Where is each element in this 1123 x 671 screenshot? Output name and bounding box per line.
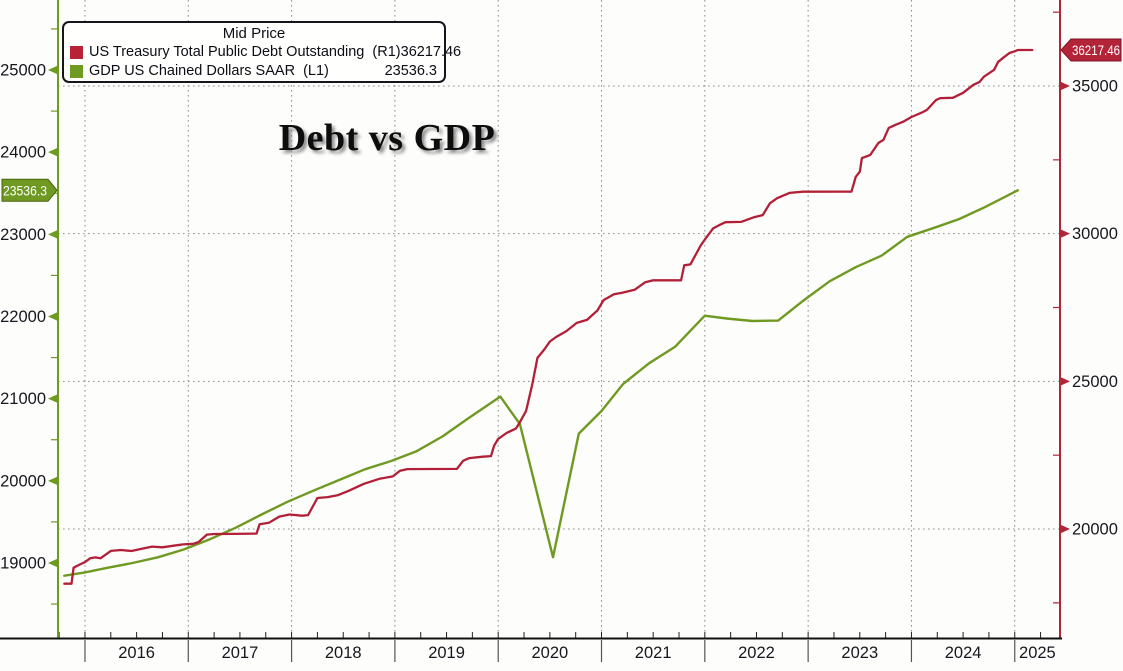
debt-current-value-tag <box>1060 38 1122 62</box>
debt-series-line <box>63 48 1034 585</box>
left-axis-tick-label: 19000 <box>0 554 46 572</box>
year-label: 2023 <box>841 644 878 662</box>
right-axis-tick-label: 35000 <box>1072 78 1118 96</box>
debt-series-swatch <box>70 45 83 59</box>
gdp-series-label: GDP US Chained Dollars SAAR (L1) <box>89 63 329 79</box>
legend-row-debt: US Treasury Total Public Debt Outstandin… <box>64 42 461 61</box>
right-axis-major-tick-arrow <box>1060 524 1070 534</box>
year-label: 2019 <box>428 644 465 662</box>
left-axis-major-tick-arrow <box>48 311 58 321</box>
gdp-series-value: 23536.3 <box>384 63 437 79</box>
legend-row-gdp: GDP US Chained Dollars SAAR (L1) 23536.3 <box>64 61 444 80</box>
right-axis-tick-label: 30000 <box>1072 225 1118 243</box>
year-label: 2021 <box>635 644 672 662</box>
gdp-current-value-tag <box>1 178 58 202</box>
left-axis-major-tick-arrow <box>48 65 58 75</box>
gdp-series-line <box>63 189 1019 577</box>
left-axis-major-tick-arrow <box>48 476 58 486</box>
year-label: 2016 <box>118 644 155 662</box>
year-label: 2020 <box>531 644 568 662</box>
chart-title: Debt vs GDP <box>278 117 496 159</box>
left-axis-tick-label: 22000 <box>0 308 46 326</box>
left-axis-major-tick-arrow <box>48 394 58 404</box>
year-label: 2024 <box>945 644 982 662</box>
gdp-series-swatch <box>70 64 83 78</box>
right-axis-major-tick-arrow <box>1060 376 1070 386</box>
legend-box: Mid Price US Treasury Total Public Debt … <box>62 21 461 83</box>
year-label: 2018 <box>325 644 362 662</box>
left-axis-tick-label: 24000 <box>0 144 46 162</box>
right-axis-tick-label: 20000 <box>1072 521 1118 539</box>
debt-series-value: 36217.46 <box>400 44 462 60</box>
left-axis-major-tick-arrow <box>48 147 58 157</box>
right-axis-tick-label: 25000 <box>1072 373 1118 391</box>
left-axis-tick-label: 25000 <box>0 62 46 80</box>
right-axis-major-tick-arrow <box>1060 81 1070 91</box>
year-label: 2017 <box>222 644 259 662</box>
debt-series-label: US Treasury Total Public Debt Outstandin… <box>89 44 401 60</box>
left-axis-tick-label: 21000 <box>0 390 46 408</box>
gdp-current-value-text: 23536.3 <box>3 183 47 198</box>
left-axis-tick-label: 20000 <box>0 472 46 490</box>
left-axis-tick-label: 23000 <box>0 226 46 244</box>
left-axis-major-tick-arrow <box>48 558 58 568</box>
year-label: 2022 <box>738 644 775 662</box>
year-label: 2025 <box>1019 644 1056 662</box>
debt-current-value-text: 36217.46 <box>1072 43 1120 58</box>
right-axis-major-tick-arrow <box>1060 229 1070 239</box>
left-axis-major-tick-arrow <box>48 229 58 239</box>
legend-title: Mid Price <box>222 25 286 42</box>
